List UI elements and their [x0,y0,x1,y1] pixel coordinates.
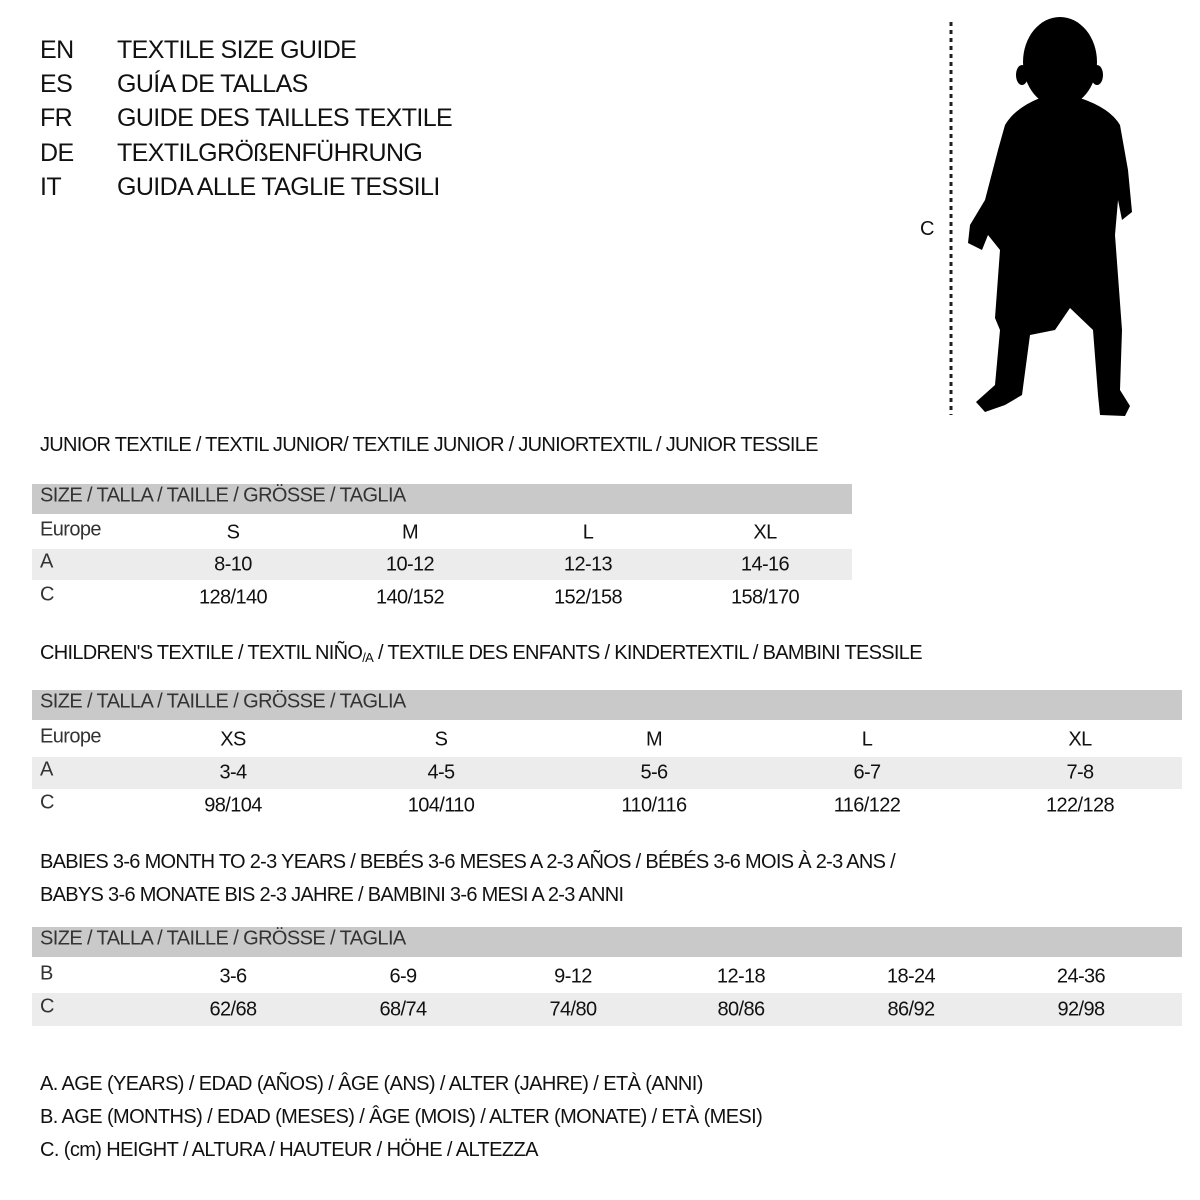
cell: 62/68 [209,998,257,1020]
table-header-row: SIZE / TALLA / TAILLE / GRÖSSE / TAGLIA [32,484,852,514]
cell: XL [753,521,777,543]
lang-code-en: EN [40,36,74,64]
heading-subscript: /A [362,650,374,665]
lang-code-es: ES [40,70,73,98]
row-label: C [40,791,54,814]
row-label: A [40,550,53,573]
cell: 14-16 [740,553,790,575]
legend-c: C. (cm) HEIGHT / ALTURA / HAUTEUR / HÖHE… [40,1139,538,1161]
lang-code-fr: FR [40,104,73,132]
babies-heading-line2: BABYS 3-6 MONATE BIS 2-3 JAHRE / BAMBINI… [40,884,624,906]
legend-a: A. AGE (YEARS) / EDAD (AÑOS) / ÂGE (ANS)… [40,1073,703,1095]
cell: XS [220,728,246,750]
cell: L [582,521,594,543]
cell: 92/98 [1057,998,1105,1020]
cell: 10-12 [385,553,435,575]
table-row: Europe S M L XL [32,516,852,549]
cell: 74/80 [549,998,597,1020]
legend-b: B. AGE (MONTHS) / EDAD (MESES) / ÂGE (MO… [40,1106,763,1128]
junior-size-table: SIZE / TALLA / TAILLE / GRÖSSE / TAGLIA … [32,484,852,616]
heading-part: / TEXTILE DES ENFANTS / KINDERTEXTIL / B… [373,642,923,664]
cell: 68/74 [379,998,427,1020]
lang-code-de: DE [40,139,74,167]
title-fr: GUIDE DES TAILLES TEXTILE [117,104,453,132]
cell: 18-24 [886,965,936,987]
title-de: TEXTILGRÖßENFÜHRUNG [117,139,423,167]
row-label: Europe [40,518,102,541]
cell: 140/152 [375,586,445,609]
table-row: A 3-4 4-5 5-6 6-7 7-8 [32,757,1182,789]
lang-code-it: IT [40,173,62,201]
table-row: Europe XS S M L XL [32,723,1182,756]
cell: 116/122 [833,794,901,817]
cell: XL [1068,728,1092,750]
cell: 8-10 [214,553,252,575]
cell: 128/140 [198,586,268,609]
cell: 122/128 [1045,794,1115,817]
child-silhouette-icon [949,17,1132,416]
row-label: C [40,583,54,606]
cell: 158/170 [730,586,800,609]
size-header: SIZE / TALLA / TAILLE / GRÖSSE / TAGLIA [40,927,406,950]
cell: 6-9 [389,965,417,987]
cell: M [645,728,663,750]
row-label: Europe [40,725,102,748]
size-header: SIZE / TALLA / TAILLE / GRÖSSE / TAGLIA [40,690,406,713]
title-it: GUIDA ALLE TAGLIE TESSILI [117,173,440,201]
cell: S [226,521,240,543]
row-label: C [40,995,54,1018]
height-label: C [920,218,935,240]
cell: 12-18 [716,965,766,987]
table-row: C 62/68 68/74 74/80 80/86 86/92 92/98 [32,993,1182,1026]
cell: 110/116 [621,794,687,817]
cell: 152/158 [553,586,623,609]
cell: 104/110 [407,794,475,817]
table-row: C 98/104 104/110 110/116 116/122 122/128 [32,790,1182,822]
babies-heading-line1: BABIES 3-6 MONTH TO 2-3 YEARS / BEBÉS 3-… [40,851,896,873]
junior-heading: JUNIOR TEXTILE / TEXTIL JUNIOR/ TEXTILE … [40,434,818,456]
cell: 86/92 [887,998,935,1020]
children-heading: CHILDREN'S TEXTILE / TEXTIL NIÑO/A / TEX… [40,640,923,671]
cell: S [434,728,448,750]
table-row: A 8-10 10-12 12-13 14-16 [32,549,852,580]
row-label: A [40,758,53,781]
cell: 7-8 [1066,761,1094,784]
title-es: GUÍA DE TALLAS [117,70,308,98]
cell: 6-7 [853,761,881,784]
heading-part: CHILDREN'S TEXTILE / TEXTIL NIÑO [40,642,363,664]
cell: 9-12 [554,965,592,987]
size-header: SIZE / TALLA / TAILLE / GRÖSSE / TAGLIA [40,484,406,507]
cell: 4-5 [427,761,455,784]
table-row: B 3-6 6-9 9-12 12-18 18-24 24-36 [32,960,1182,993]
cell: 98/104 [204,794,262,817]
table-header-row: SIZE / TALLA / TAILLE / GRÖSSE / TAGLIA [32,690,1182,720]
table-header-row: SIZE / TALLA / TAILLE / GRÖSSE / TAGLIA [32,927,1182,957]
cell: 5-6 [640,761,668,784]
cell: 3-6 [219,965,247,987]
title-en: TEXTILE SIZE GUIDE [117,36,357,64]
children-size-table: SIZE / TALLA / TAILLE / GRÖSSE / TAGLIA … [32,690,1182,824]
cell: L [861,728,873,750]
table-row: C 128/140 140/152 152/158 158/170 [32,582,852,614]
row-label: B [40,962,53,985]
cell: 24-36 [1056,965,1106,987]
cell: 80/86 [717,998,765,1020]
cell: 12-13 [563,553,613,575]
cell: M [401,521,419,543]
babies-size-table: SIZE / TALLA / TAILLE / GRÖSSE / TAGLIA … [32,927,1182,1027]
cell: 3-4 [219,761,247,784]
